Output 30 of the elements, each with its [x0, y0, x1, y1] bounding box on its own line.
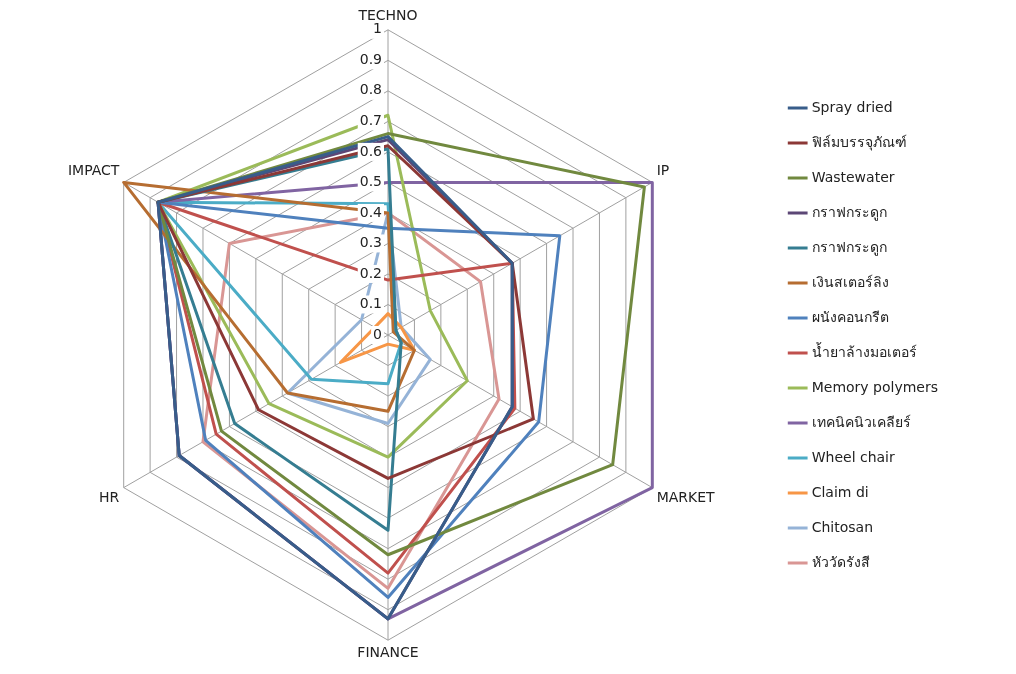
legend-label: ผนังคอนกรีต [811, 308, 889, 325]
legend-label: หัววัดรังสี [811, 553, 870, 570]
legend-label: Chitosan [811, 518, 874, 535]
spoke-label: IP [656, 162, 670, 179]
y-tick-label: 0.2 [359, 264, 382, 281]
legend-label: เทคนิคนิวเคลียร์ [811, 413, 911, 430]
spoke-label: FINANCE [357, 644, 419, 661]
y-tick-label: 1 [373, 20, 382, 37]
y-tick-label: 0.9 [359, 50, 382, 67]
legend-label: กราฟกระดูก [811, 203, 887, 221]
y-tick-label: 0.5 [359, 173, 382, 190]
y-tick-label: 0.3 [359, 234, 382, 251]
y-tick-label: 0.8 [359, 81, 382, 98]
legend-label: Wheel chair [811, 448, 896, 465]
spoke-label: HR [99, 489, 120, 506]
legend-label: เงินสเตอร์ลิง [811, 273, 889, 290]
y-tick-label: 0.4 [359, 203, 383, 220]
y-tick-label: 0.7 [359, 112, 382, 128]
legend-label: Memory polymers [811, 378, 939, 395]
spoke-label: IMPACT [67, 162, 120, 179]
y-tick-label: 0.6 [359, 142, 383, 159]
y-tick-label: 0 [373, 325, 382, 342]
legend-label: Wastewater [811, 168, 895, 185]
spoke-label: MARKET [656, 489, 716, 506]
legend-label: Spray dried [811, 98, 893, 115]
legend-label: ฟิล์มบรรจุภัณฑ์ [811, 133, 907, 151]
legend-label: น้ำยาล้างมอเตอร์ [811, 341, 917, 360]
legend-label: Claim di [811, 483, 869, 500]
y-tick-label: 0.1 [359, 295, 382, 312]
legend-label: กราฟกระดูก [811, 238, 887, 256]
